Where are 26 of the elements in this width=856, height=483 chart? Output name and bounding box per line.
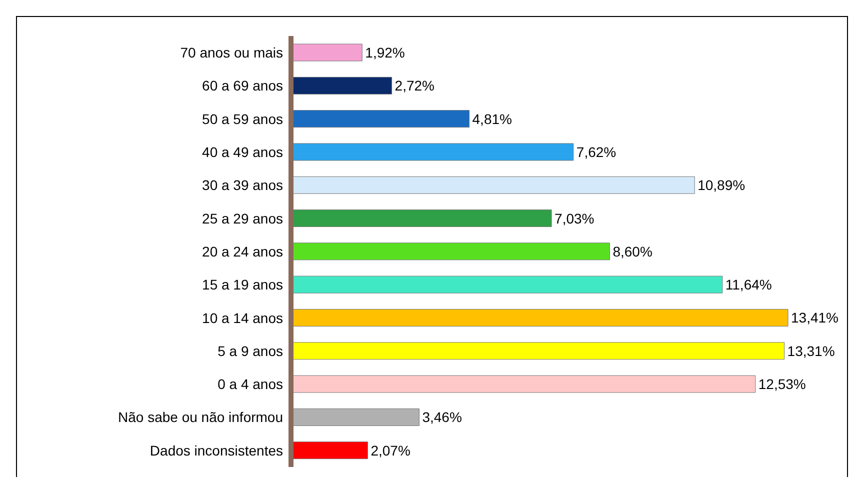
data-label: 7,62% [576,144,616,160]
y-tick-label: 40 a 49 anos [202,144,283,160]
y-tick-label: 15 a 19 anos [202,276,283,293]
data-label: 13,41% [791,310,838,326]
data-label: 13,31% [787,342,835,359]
data-label: 7,03% [554,210,594,226]
y-tick-label: 20 a 24 anos [202,243,283,260]
y-tick-label: 25 a 29 anos [202,210,283,226]
data-label: 2,07% [370,442,410,458]
data-label: 12,53% [758,376,806,392]
y-tick-label: 10 a 14 anos [202,310,283,326]
y-tick-label: Dados inconsistentes [150,442,283,458]
data-label: 3,46% [422,409,462,426]
y-tick-label: 70 anos ou mais [180,44,283,61]
data-label: 4,81% [472,110,512,127]
y-tick-label: 60 a 69 anos [202,78,283,94]
y-tick-label: Não sabe ou não informou [118,409,283,426]
y-tick-label: 5 a 9 anos [218,342,283,359]
data-label: 10,89% [698,177,746,194]
data-label: 2,72% [394,78,435,94]
y-tick-label: 50 a 59 anos [202,110,283,127]
data-label: 1,92% [365,44,405,60]
data-label: 11,64% [725,276,772,293]
y-tick-label: 0 a 4 anos [218,376,283,392]
data-label: 8,60% [612,243,652,260]
y-tick-label: 30 a 39 anos [202,177,283,194]
